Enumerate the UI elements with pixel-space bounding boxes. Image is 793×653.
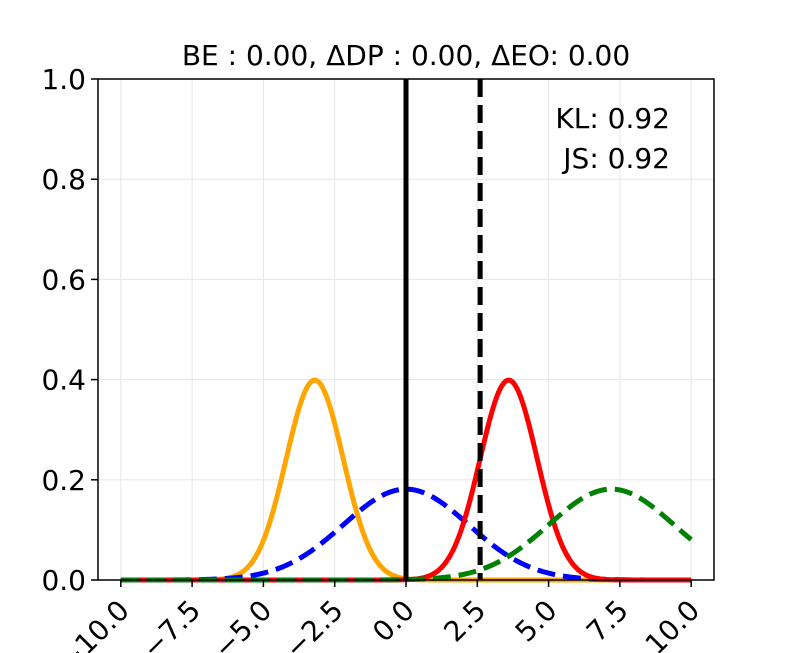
y-tick-label-2: 0.4 [41, 364, 86, 397]
y-tick-label-4: 0.8 [41, 163, 86, 196]
annotation-js: JS: 0.92 [561, 142, 670, 175]
y-tick-label-1: 0.2 [41, 464, 86, 497]
x-tick-label-3: −2.5 [278, 594, 349, 653]
x-tick-label-4: 0.0 [366, 594, 421, 649]
x-tick-label-0: −10.0 [52, 594, 136, 653]
x-axis: −10.0 −7.5 −5.0 −2.5 0.0 2.5 5.0 7.5 10.0 [52, 580, 706, 653]
y-tick-label-0: 0.0 [41, 564, 86, 597]
x-tick-label-7: 7.5 [580, 594, 635, 649]
vertical-lines [403, 79, 483, 580]
y-tick-label-3: 0.6 [41, 263, 86, 296]
annotation-kl: KL: 0.92 [555, 102, 670, 135]
x-tick-label-6: 5.0 [509, 594, 564, 649]
y-axis: 0.0 0.2 0.4 0.6 0.8 1.0 [41, 63, 98, 597]
chart-title: BE : 0.00, ΔDP : 0.00, ΔEO: 0.00 [182, 39, 630, 72]
y-tick-label-5: 1.0 [41, 63, 86, 96]
x-tick-label-1: −7.5 [136, 594, 207, 653]
x-tick-label-2: −5.0 [207, 594, 278, 653]
x-tick-label-5: 2.5 [437, 594, 492, 649]
x-tick-label-8: 10.0 [639, 594, 706, 653]
